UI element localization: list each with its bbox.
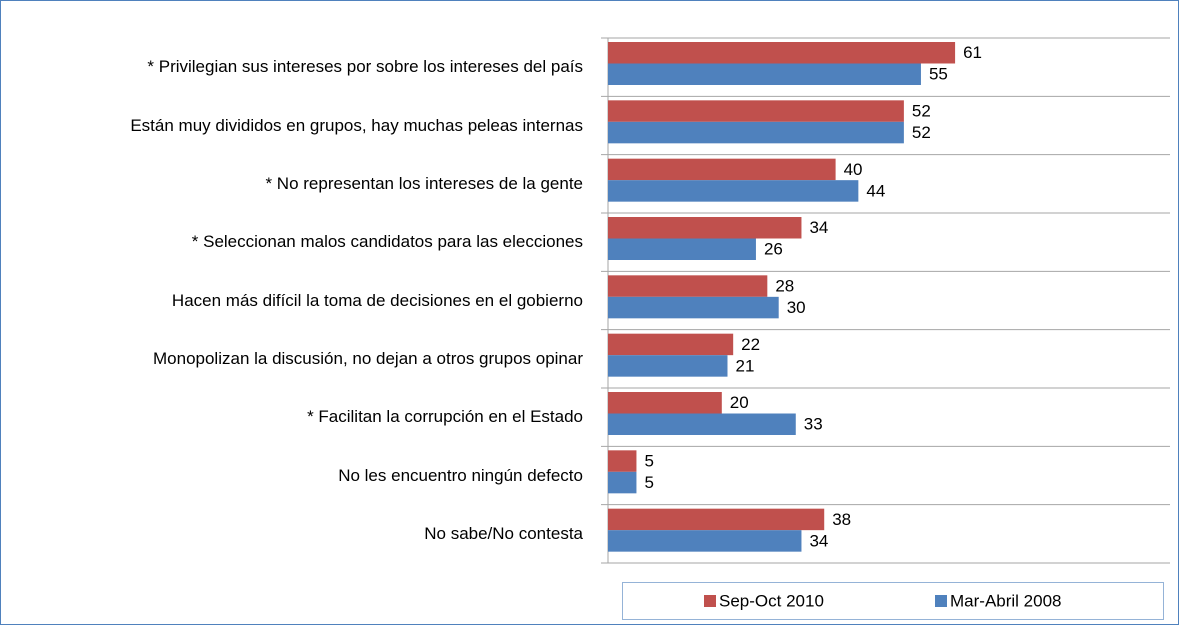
category-text: No sabe/No contesta xyxy=(424,523,583,543)
value-label: 61 xyxy=(963,43,982,62)
value-label: 55 xyxy=(929,65,948,84)
category-label: No sabe/No contesta xyxy=(424,522,583,546)
category-label: Hacen más difícil la toma de decisiones … xyxy=(172,289,583,313)
value-label: 22 xyxy=(741,335,760,354)
category-label: Están muy divididos en grupos, hay mucha… xyxy=(130,114,583,138)
bar xyxy=(608,238,756,260)
category-text: Monopolizan la discusión, no dejan a otr… xyxy=(153,348,583,368)
bar xyxy=(608,217,802,239)
category-label: * Privilegian sus intereses por sobre lo… xyxy=(147,55,583,79)
category-label: * Facilitan la corrupción en el Estado xyxy=(307,405,583,429)
value-label: 21 xyxy=(735,356,754,375)
value-label: 33 xyxy=(804,415,823,434)
category-label: Monopolizan la discusión, no dejan a otr… xyxy=(153,347,583,371)
value-label: 26 xyxy=(764,240,783,259)
bar xyxy=(608,392,722,414)
bar xyxy=(608,158,836,181)
value-label: 30 xyxy=(787,298,806,317)
category-label: No les encuentro ningún defecto xyxy=(338,464,583,488)
bar xyxy=(608,275,768,297)
category-text: * Facilitan la corrupción en el Estado xyxy=(307,407,583,427)
category-text: * Seleccionan malos candidatos para las … xyxy=(191,232,583,252)
value-label: 34 xyxy=(809,531,828,550)
bar xyxy=(608,530,802,552)
bar xyxy=(608,100,904,122)
value-label: 20 xyxy=(730,393,749,412)
bar xyxy=(608,355,728,377)
category-text: * No representan los intereses de la gen… xyxy=(265,173,583,193)
category-text: * Privilegian sus intereses por sobre lo… xyxy=(147,57,583,77)
value-label: 40 xyxy=(844,160,863,179)
bar xyxy=(608,296,779,319)
value-label: 52 xyxy=(912,102,931,121)
value-label: 28 xyxy=(775,277,794,296)
value-label: 34 xyxy=(809,218,828,237)
category-label: * No representan los intereses de la gen… xyxy=(265,172,583,196)
category-text: No les encuentro ningún defecto xyxy=(338,465,583,485)
bar xyxy=(608,450,637,472)
bar xyxy=(608,471,637,494)
legend-box xyxy=(622,582,1164,620)
value-label: 52 xyxy=(912,123,931,142)
category-label: * Seleccionan malos candidatos para las … xyxy=(192,230,583,254)
category-text: Están muy divididos en grupos, hay mucha… xyxy=(130,115,583,135)
bar xyxy=(608,413,796,435)
bar xyxy=(608,333,734,356)
legend-label: Mar-Abril 2008 xyxy=(950,591,1062,610)
category-text: Hacen más difícil la toma de decisiones … xyxy=(171,290,583,310)
bar xyxy=(608,121,904,144)
bar xyxy=(608,508,825,531)
value-label: 5 xyxy=(644,452,653,471)
legend-swatch xyxy=(704,595,716,607)
legend-swatch xyxy=(935,595,947,607)
value-label: 5 xyxy=(644,473,653,492)
bar xyxy=(608,63,921,85)
value-label: 44 xyxy=(866,181,885,200)
legend-label: Sep-Oct 2010 xyxy=(719,591,824,610)
bar xyxy=(608,42,956,64)
value-label: 38 xyxy=(832,510,851,529)
bar xyxy=(608,180,859,202)
